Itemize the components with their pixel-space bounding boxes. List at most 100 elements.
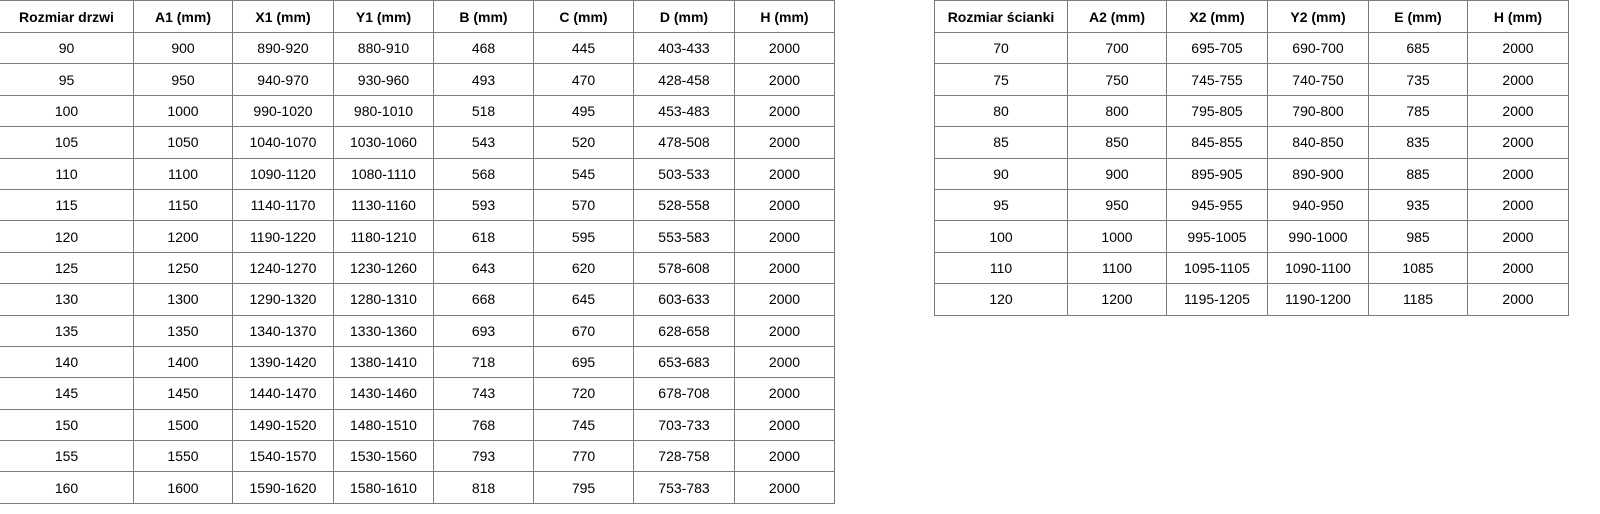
table-cell: 1180-1210 [333, 220, 434, 253]
table-row: 150 1500 1490-1520 1480-1510 768 745 703-733 20… [0, 408, 835, 442]
table-cell: 890-900 [1267, 157, 1369, 190]
table-cell: 743 [433, 377, 534, 410]
table-cell: 1200 [133, 220, 233, 253]
table-cell: 1095-1105 [1166, 251, 1268, 285]
table-cell: 940-950 [1267, 188, 1369, 222]
table-cell: 150 [0, 408, 134, 442]
table-cell: 1380-1410 [333, 345, 434, 379]
table-cell: 115 [0, 188, 134, 222]
table-cell: 750 [1067, 63, 1167, 96]
table-cell: 880-910 [333, 31, 434, 65]
column-header: B (mm) [433, 0, 534, 33]
table-cell: 135 [0, 314, 134, 347]
table-cell: 745 [533, 408, 634, 442]
table-cell: 1390-1420 [232, 345, 334, 379]
table-cell: 453-483 [633, 94, 735, 128]
table-cell: 800 [1067, 94, 1167, 128]
table-cell: 105 [0, 126, 134, 159]
table-cell: 693 [433, 314, 534, 347]
table-row: 140 1400 1390-1420 1380-1410 718 695 653-683 20… [0, 345, 835, 379]
table-row: 105 1050 1040-1070 1030-1060 543 520 478-508 20… [0, 126, 835, 159]
table-cell: 90 [934, 157, 1068, 190]
table-cell: 818 [433, 471, 534, 504]
column-header: X2 (mm) [1166, 0, 1268, 33]
door-size-table: Rozmiar drzwi A1 (mm) X1 (mm) Y1 (mm) B (mm)… [0, 0, 835, 504]
table-cell: 578-608 [633, 251, 735, 285]
table-row: 135 1350 1340-1370 1330-1360 693 670 628-658 20… [0, 314, 835, 347]
table-row: 110 1100 1090-1120 1080-1110 568 545 503-533 20… [0, 157, 835, 190]
header-row: Rozmiar drzwi A1 (mm) X1 (mm) Y1 (mm) B (mm)… [0, 0, 835, 33]
table-cell: 2000 [734, 440, 835, 473]
table-cell: 545 [533, 157, 634, 190]
table-cell: 1100 [133, 157, 233, 190]
table-cell: 1000 [1067, 220, 1167, 253]
table-cell: 1085 [1368, 251, 1468, 285]
table-cell: 890-920 [232, 31, 334, 65]
table-cell: 850 [1067, 126, 1167, 159]
table-cell: 2000 [734, 157, 835, 190]
table-cell: 2000 [1467, 220, 1569, 253]
table-cell: 95 [934, 188, 1068, 222]
table-cell: 785 [1368, 94, 1468, 128]
table-cell: 140 [0, 345, 134, 379]
table-cell: 2000 [734, 283, 835, 316]
table-cell: 2000 [734, 188, 835, 222]
table-cell: 700 [1067, 31, 1167, 65]
table-cell: 2000 [734, 63, 835, 96]
table-cell: 703-733 [633, 408, 735, 442]
table-row: 95 950 940-970 930-960 493 470 428-458 2000 [0, 63, 835, 96]
table-cell: 980-1010 [333, 94, 434, 128]
table-cell: 160 [0, 471, 134, 504]
table-cell: 428-458 [633, 63, 735, 96]
table-cell: 2000 [734, 220, 835, 253]
table-cell: 628-658 [633, 314, 735, 347]
table-cell: 695-705 [1166, 31, 1268, 65]
table-cell: 445 [533, 31, 634, 65]
table-cell: 1090-1100 [1267, 251, 1369, 285]
table-row: 155 1550 1540-1570 1530-1560 793 770 728-758 20… [0, 440, 835, 473]
table-cell: 795-805 [1166, 94, 1268, 128]
table-cell: 85 [934, 126, 1068, 159]
table-cell: 620 [533, 251, 634, 285]
table-cell: 1200 [1067, 283, 1167, 316]
table-cell: 603-633 [633, 283, 735, 316]
table-cell: 1000 [133, 94, 233, 128]
table-cell: 75 [934, 63, 1068, 96]
table-cell: 520 [533, 126, 634, 159]
table-cell: 570 [533, 188, 634, 222]
table-cell: 120 [0, 220, 134, 253]
table-cell: 790-800 [1267, 94, 1369, 128]
table-cell: 2000 [1467, 283, 1569, 316]
table-cell: 895-905 [1166, 157, 1268, 190]
table-cell: 2000 [1467, 157, 1569, 190]
table-cell: 2000 [734, 94, 835, 128]
table-cell: 845-855 [1166, 126, 1268, 159]
table-cell: 100 [0, 94, 134, 128]
table-cell: 468 [433, 31, 534, 65]
table-cell: 478-508 [633, 126, 735, 159]
table-cell: 595 [533, 220, 634, 253]
table-cell: 1580-1610 [333, 471, 434, 504]
table-cell: 2000 [1467, 251, 1569, 285]
table-cell: 493 [433, 63, 534, 96]
table-cell: 990-1020 [232, 94, 334, 128]
table-cell: 1080-1110 [333, 157, 434, 190]
table-cell: 930-960 [333, 63, 434, 96]
table-cell: 985 [1368, 220, 1468, 253]
table-row: 70 700 695-705 690-700 685 2000 [934, 31, 1569, 65]
table-cell: 1480-1510 [333, 408, 434, 442]
table-row: 80 800 795-805 790-800 785 2000 [934, 94, 1569, 128]
column-header: D (mm) [633, 0, 735, 33]
table-cell: 718 [433, 345, 534, 379]
header-row: Rozmiar ścianki A2 (mm) X2 (mm) Y2 (mm) E (m… [934, 0, 1569, 33]
table-row: 130 1300 1290-1320 1280-1310 668 645 603-633 20… [0, 283, 835, 316]
table-cell: 1150 [133, 188, 233, 222]
table-cell: 130 [0, 283, 134, 316]
table-cell: 90 [0, 31, 134, 65]
table-cell: 155 [0, 440, 134, 473]
table-cell: 990-1000 [1267, 220, 1369, 253]
table-cell: 1240-1270 [232, 251, 334, 285]
table-cell: 1490-1520 [232, 408, 334, 442]
table-cell: 793 [433, 440, 534, 473]
table-cell: 795 [533, 471, 634, 504]
